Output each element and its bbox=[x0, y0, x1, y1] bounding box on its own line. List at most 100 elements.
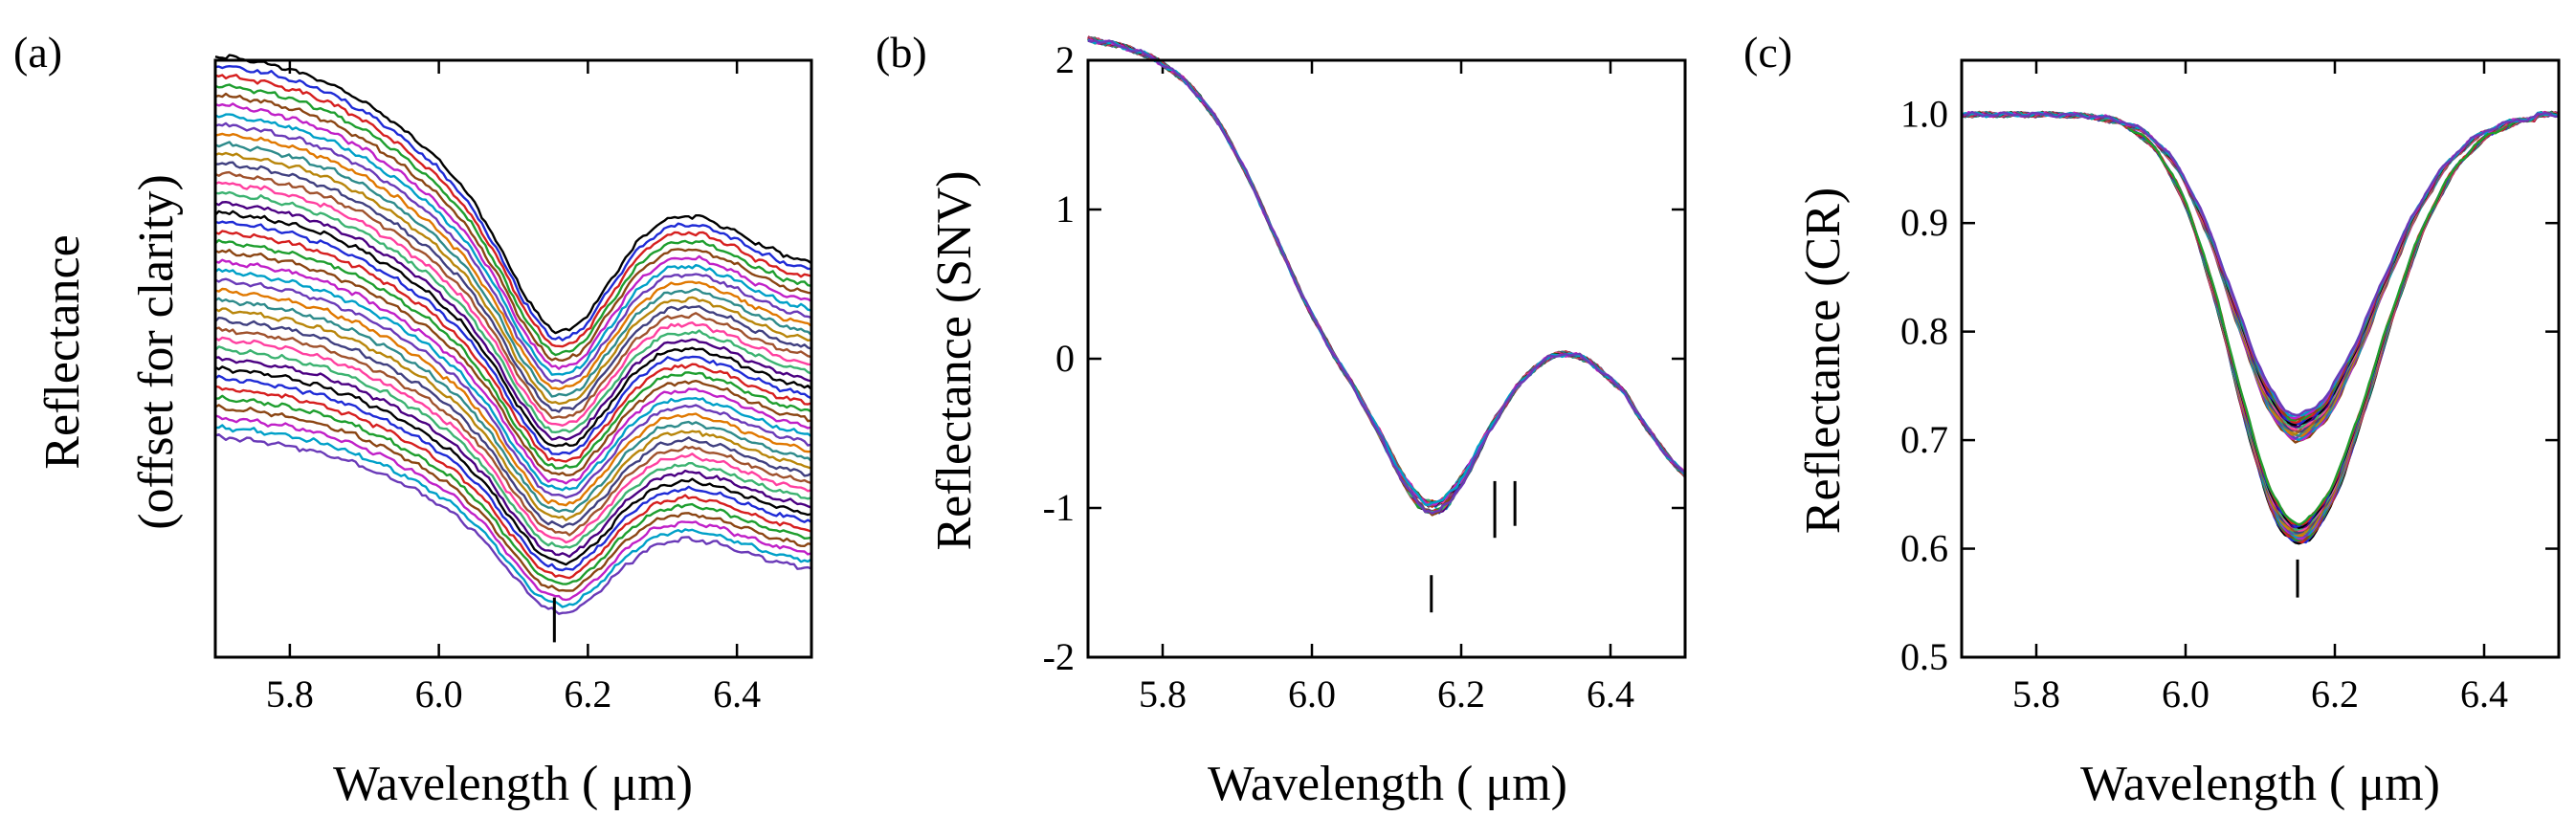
panel-b-frame bbox=[1086, 58, 1687, 659]
panel-a-series-25 bbox=[214, 297, 812, 514]
panel-a-tag: (a) bbox=[13, 28, 62, 77]
panel-a-series-15 bbox=[214, 201, 812, 441]
panel-c-series-7 bbox=[1961, 111, 2560, 538]
panel-a-series-14 bbox=[214, 190, 812, 433]
panel-c-tick-labels: 5.8 6.0 6.2 6.4 0.5 0.6 0.7 0.8 0.9 1.0 bbox=[1900, 93, 2508, 716]
panel-a-series-16 bbox=[214, 210, 812, 448]
panel-a-series-34 bbox=[214, 385, 812, 580]
panel-b-series-14 bbox=[1087, 36, 1686, 507]
panel-a-series-9 bbox=[214, 141, 812, 398]
panel-a-frame bbox=[213, 58, 813, 659]
panel-b-series-34 bbox=[1087, 38, 1686, 508]
panel-b-xlabel: Wavelength ( μm) bbox=[1208, 757, 1567, 811]
panel-a-series-3 bbox=[214, 83, 812, 357]
panel-c-ytick-label-2: 0.7 bbox=[1900, 418, 1948, 461]
panel-c-curves bbox=[1961, 110, 2560, 545]
panel-a-series-0 bbox=[214, 54, 812, 335]
panel-c-ytick-label-0: 0.5 bbox=[1900, 635, 1948, 678]
panel-b-series-31 bbox=[1087, 38, 1686, 507]
panel-b-series-13 bbox=[1087, 37, 1686, 506]
panel-a-series-38 bbox=[215, 424, 812, 608]
panel-b-markers bbox=[1430, 480, 1517, 613]
panel-c-ytick-label-5: 1.0 bbox=[1900, 93, 1948, 136]
panel-c-xlabel: Wavelength ( μm) bbox=[2080, 757, 2440, 811]
panel-a-series-20 bbox=[214, 249, 812, 476]
panel-c-series-26 bbox=[1961, 110, 2560, 435]
panel-b-ytick-label-3: 1 bbox=[1055, 187, 1075, 231]
panel-c-series-16 bbox=[1961, 110, 2560, 530]
panel-c-series-39 bbox=[1961, 110, 2560, 417]
panel-a-series-23 bbox=[214, 277, 812, 499]
panel-c-series-20 bbox=[1961, 111, 2560, 444]
panel-b-series-3 bbox=[1087, 36, 1686, 514]
panel-c-series-4 bbox=[1961, 111, 2560, 540]
panel-a-tick-labels: 5.8 6.0 6.2 6.4 bbox=[266, 673, 761, 716]
panel-a-xlabel: Wavelength ( μm) bbox=[333, 757, 693, 811]
panel-c-series-13 bbox=[1961, 110, 2560, 532]
panel-b-series-28 bbox=[1087, 38, 1686, 508]
panel-a-series-21 bbox=[214, 258, 812, 485]
panel-b-ytick-label-2: 0 bbox=[1055, 337, 1075, 380]
panel-c-series-23 bbox=[1961, 111, 2560, 440]
panel-c-ytick-label-4: 0.9 bbox=[1900, 201, 1948, 244]
panel-c-xtick-label-3: 6.4 bbox=[2460, 673, 2508, 716]
panel-b-ylabel: Reflectance (SNV) bbox=[927, 170, 982, 550]
panel-b-series-26 bbox=[1087, 36, 1686, 507]
panel-b-series-20 bbox=[1087, 36, 1686, 508]
panel-a-xtick-label-1: 6.0 bbox=[415, 673, 463, 716]
panel-c-series-38 bbox=[1961, 111, 2560, 417]
panel-a-xtick-label-3: 6.4 bbox=[713, 673, 761, 716]
panel-a-series-35 bbox=[214, 394, 812, 585]
panel-b: (b) Reflectance (SNV) Wavelength ( μm) 5… bbox=[876, 28, 1687, 811]
panel-a-series-11 bbox=[214, 161, 812, 413]
panel-a-ticks bbox=[288, 60, 739, 657]
panel-a: (a) Reflectance (offset for clarity) Wav… bbox=[13, 28, 813, 811]
panel-b-ticks bbox=[1088, 58, 1685, 659]
panel-c-frame bbox=[1960, 58, 2561, 659]
panel-c-tag: (c) bbox=[1743, 28, 1792, 77]
panel-b-series-11 bbox=[1087, 36, 1686, 507]
panel-a-series-7 bbox=[214, 121, 812, 385]
panel-a-series-1 bbox=[214, 65, 812, 342]
panel-b-series-35 bbox=[1087, 37, 1686, 507]
panel-b-ytick-label-1: -1 bbox=[1043, 486, 1075, 529]
panel-c-ytick-label-1: 0.6 bbox=[1900, 527, 1948, 570]
panel-b-tick-labels: 5.8 6.0 6.2 6.4 -2 -1 0 1 2 bbox=[1043, 38, 1634, 716]
panel-b-xtick-label-3: 6.4 bbox=[1587, 673, 1634, 716]
panel-b-series-10 bbox=[1087, 36, 1686, 506]
panel-b-series-2 bbox=[1087, 37, 1686, 507]
panel-b-series-23 bbox=[1087, 36, 1686, 506]
panel-b-series-9 bbox=[1087, 35, 1686, 514]
panel-b-tag: (b) bbox=[876, 28, 927, 77]
panel-a-series-10 bbox=[214, 151, 812, 406]
panel-b-series-16 bbox=[1087, 37, 1686, 507]
panel-b-series-7 bbox=[1087, 36, 1686, 506]
panel-c: (c) Reflectance (CR) Wavelength ( μm) 5.… bbox=[1743, 28, 2561, 811]
panel-a-xtick-label-2: 6.2 bbox=[564, 673, 611, 716]
panel-b-series-39 bbox=[1087, 39, 1686, 515]
panel-b-series-29 bbox=[1087, 36, 1686, 508]
panel-a-series-28 bbox=[214, 326, 812, 537]
panel-a-series-12 bbox=[214, 170, 812, 420]
panel-a-series-32 bbox=[214, 365, 812, 566]
panel-c-xtick-label-0: 5.8 bbox=[2012, 673, 2060, 716]
panel-b-series-32 bbox=[1087, 37, 1686, 508]
panel-a-xtick-label-0: 5.8 bbox=[266, 673, 314, 716]
panel-a-series-26 bbox=[214, 307, 812, 521]
panel-a-series-22 bbox=[214, 268, 812, 492]
panel-b-ytick-label-4: 2 bbox=[1055, 38, 1075, 81]
panel-b-series-1 bbox=[1087, 36, 1686, 506]
panel-b-series-5 bbox=[1087, 37, 1686, 506]
panel-b-xtick-label-2: 6.2 bbox=[1437, 673, 1485, 716]
panel-a-series-5 bbox=[214, 102, 812, 370]
panel-b-series-22 bbox=[1087, 38, 1686, 509]
panel-b-series-19 bbox=[1087, 37, 1686, 507]
panel-a-series-4 bbox=[214, 92, 812, 362]
panel-c-ticks bbox=[1962, 60, 2559, 659]
panel-a-series-13 bbox=[214, 181, 812, 427]
panel-a-series-37 bbox=[214, 414, 812, 602]
panel-a-series-33 bbox=[214, 374, 812, 572]
panel-a-series-6 bbox=[214, 113, 812, 376]
panel-c-xtick-label-1: 6.0 bbox=[2162, 673, 2210, 716]
